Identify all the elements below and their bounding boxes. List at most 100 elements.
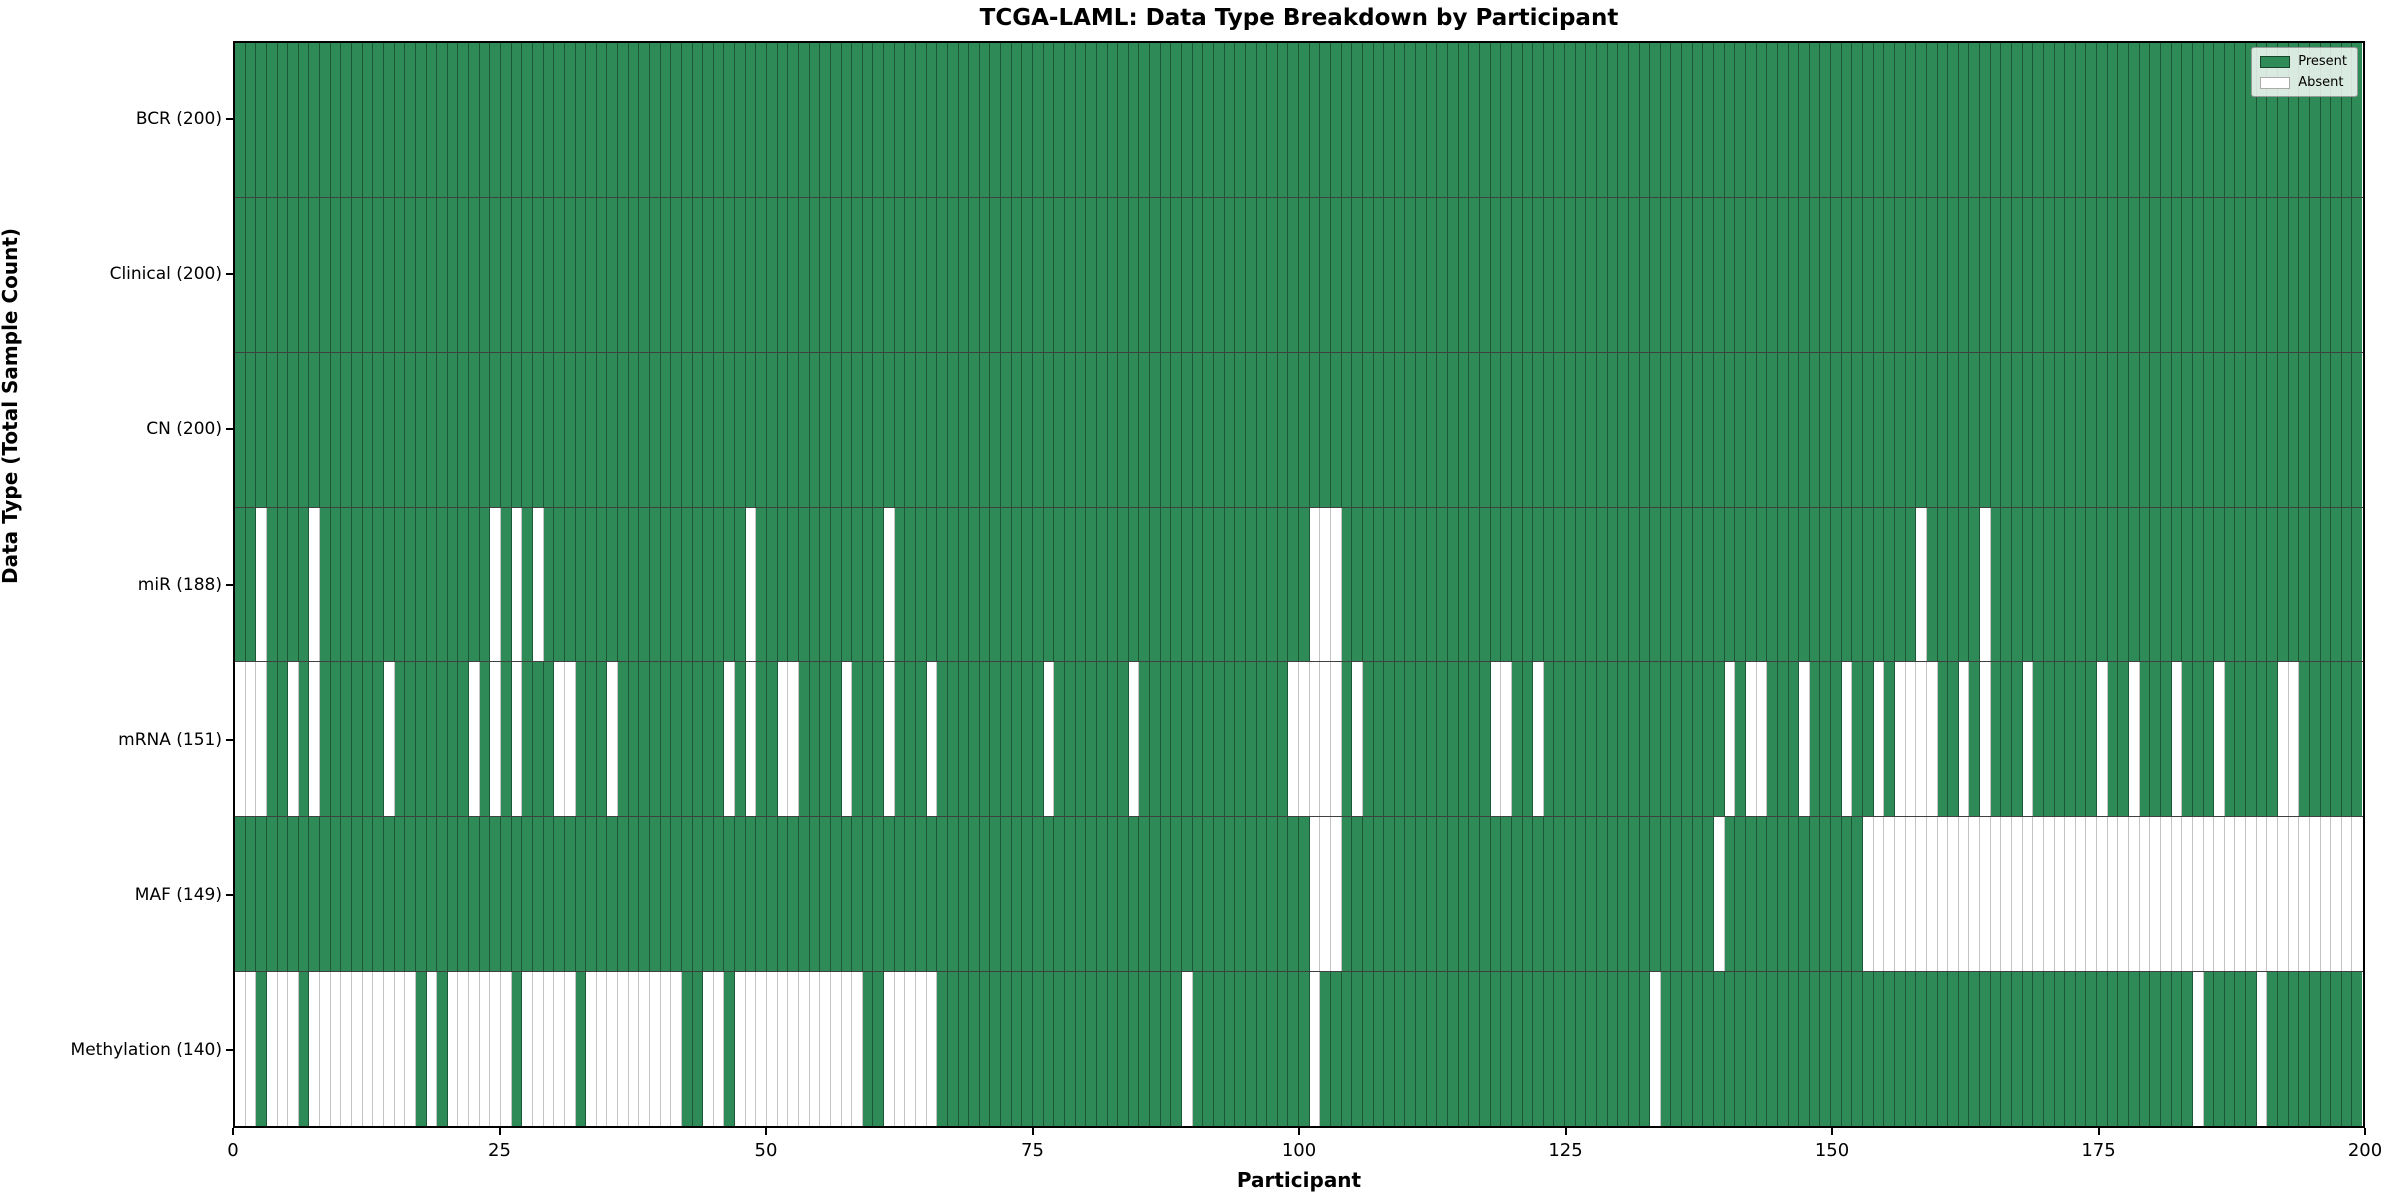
heatmap-cell bbox=[830, 662, 842, 817]
heatmap-cell bbox=[1777, 352, 1789, 507]
heatmap-cell bbox=[1341, 43, 1353, 197]
heatmap-cell bbox=[926, 352, 938, 507]
heatmap-cell bbox=[1437, 817, 1449, 972]
heatmap-cell bbox=[1362, 662, 1374, 817]
heatmap-cell bbox=[1373, 197, 1385, 352]
heatmap-cell bbox=[937, 352, 948, 507]
heatmap-cell bbox=[1618, 817, 1629, 972]
heatmap-cell bbox=[2182, 507, 2193, 662]
heatmap-cell bbox=[543, 197, 555, 352]
heatmap-cell bbox=[1352, 197, 1363, 352]
heatmap-cell bbox=[543, 972, 555, 1127]
heatmap-cell bbox=[2118, 662, 2130, 817]
heatmap-cell bbox=[1501, 352, 1512, 507]
heatmap-cell bbox=[1405, 662, 1417, 817]
heatmap-cell bbox=[1565, 352, 1576, 507]
x-tick-mark bbox=[232, 1128, 234, 1135]
heatmap-cell bbox=[2139, 43, 2151, 197]
heatmap-cell bbox=[1139, 972, 1151, 1127]
heatmap-cell bbox=[511, 197, 523, 352]
heatmap-cell bbox=[1894, 197, 1906, 352]
heatmap-cell bbox=[894, 43, 906, 197]
heatmap-cell bbox=[2011, 197, 2023, 352]
heatmap-cell bbox=[1309, 662, 1321, 817]
heatmap-cell bbox=[1054, 352, 1065, 507]
heatmap-cell bbox=[1426, 352, 1438, 507]
heatmap-cell bbox=[1820, 972, 1832, 1127]
heatmap-cell bbox=[1043, 197, 1055, 352]
heatmap-cell bbox=[1980, 43, 1991, 197]
heatmap-cell bbox=[490, 972, 502, 1127]
heatmap-cell bbox=[309, 662, 321, 817]
heatmap-cell bbox=[1618, 507, 1629, 662]
heatmap-cell bbox=[1703, 507, 1715, 662]
heatmap-cell bbox=[1799, 817, 1810, 972]
heatmap-cell bbox=[1586, 972, 1597, 1127]
heatmap-cell bbox=[649, 507, 661, 662]
heatmap-cell bbox=[788, 972, 799, 1127]
heatmap-cell bbox=[788, 352, 799, 507]
heatmap-cell bbox=[2203, 352, 2215, 507]
heatmap-cell bbox=[1745, 43, 1757, 197]
heatmap-cell bbox=[586, 197, 597, 352]
heatmap-cell bbox=[1703, 43, 1715, 197]
heatmap-cell bbox=[926, 662, 938, 817]
heatmap-cell bbox=[852, 43, 863, 197]
heatmap-cell bbox=[1320, 817, 1331, 972]
heatmap-cell bbox=[1831, 972, 1842, 1127]
heatmap-cell bbox=[1352, 972, 1363, 1127]
heatmap-cell bbox=[618, 662, 629, 817]
heatmap-cell bbox=[2054, 197, 2066, 352]
heatmap-cell bbox=[1660, 507, 1672, 662]
heatmap-cell bbox=[2299, 507, 2310, 662]
heatmap-cell bbox=[256, 507, 267, 662]
heatmap-cell bbox=[947, 972, 959, 1127]
heatmap-cell bbox=[564, 662, 576, 817]
heatmap-cell bbox=[1309, 43, 1321, 197]
heatmap-cell bbox=[1639, 352, 1651, 507]
heatmap-cell bbox=[245, 352, 257, 507]
heatmap-cell bbox=[639, 662, 650, 817]
heatmap-cell bbox=[1501, 817, 1512, 972]
heatmap-cell bbox=[618, 817, 629, 972]
heatmap-cell bbox=[596, 197, 608, 352]
heatmap-cell bbox=[543, 507, 555, 662]
heatmap-cell bbox=[1479, 197, 1491, 352]
heatmap-cell bbox=[2341, 507, 2353, 662]
heatmap-cell bbox=[1894, 507, 1906, 662]
heatmap-cell bbox=[1469, 972, 1480, 1127]
heatmap-cell bbox=[2011, 507, 2023, 662]
heatmap-cell bbox=[820, 43, 831, 197]
heatmap-cell bbox=[1192, 662, 1204, 817]
heatmap-cell bbox=[437, 972, 448, 1127]
heatmap-cell bbox=[2235, 197, 2247, 352]
heatmap-cell bbox=[1841, 507, 1853, 662]
heatmap-cell bbox=[937, 43, 948, 197]
heatmap-cell bbox=[2033, 972, 2044, 1127]
heatmap-cell bbox=[2299, 662, 2310, 817]
heatmap-cell bbox=[245, 507, 257, 662]
heatmap-cell bbox=[724, 817, 736, 972]
heatmap-cell bbox=[479, 197, 491, 352]
heatmap-cell bbox=[1086, 197, 1097, 352]
heatmap-cell bbox=[2278, 662, 2289, 817]
heatmap-cell bbox=[820, 972, 831, 1127]
heatmap-cell bbox=[2235, 817, 2247, 972]
heatmap-cell bbox=[607, 352, 619, 507]
heatmap-cell bbox=[277, 197, 289, 352]
heatmap-cell bbox=[1522, 972, 1534, 1127]
heatmap-cell bbox=[245, 43, 257, 197]
heatmap-cell bbox=[745, 972, 757, 1127]
heatmap-cell bbox=[1362, 507, 1374, 662]
heatmap-cell bbox=[469, 972, 480, 1127]
heatmap-cell bbox=[330, 507, 342, 662]
heatmap-cell bbox=[1054, 972, 1065, 1127]
heatmap-cell bbox=[1096, 352, 1108, 507]
heatmap-cell bbox=[341, 972, 353, 1127]
heatmap-cell bbox=[309, 43, 321, 197]
heatmap-cell bbox=[1362, 197, 1374, 352]
heatmap-cell bbox=[341, 43, 353, 197]
legend-item-present: Present bbox=[2260, 54, 2347, 69]
heatmap-cell bbox=[415, 352, 427, 507]
heatmap-cell bbox=[1437, 352, 1449, 507]
